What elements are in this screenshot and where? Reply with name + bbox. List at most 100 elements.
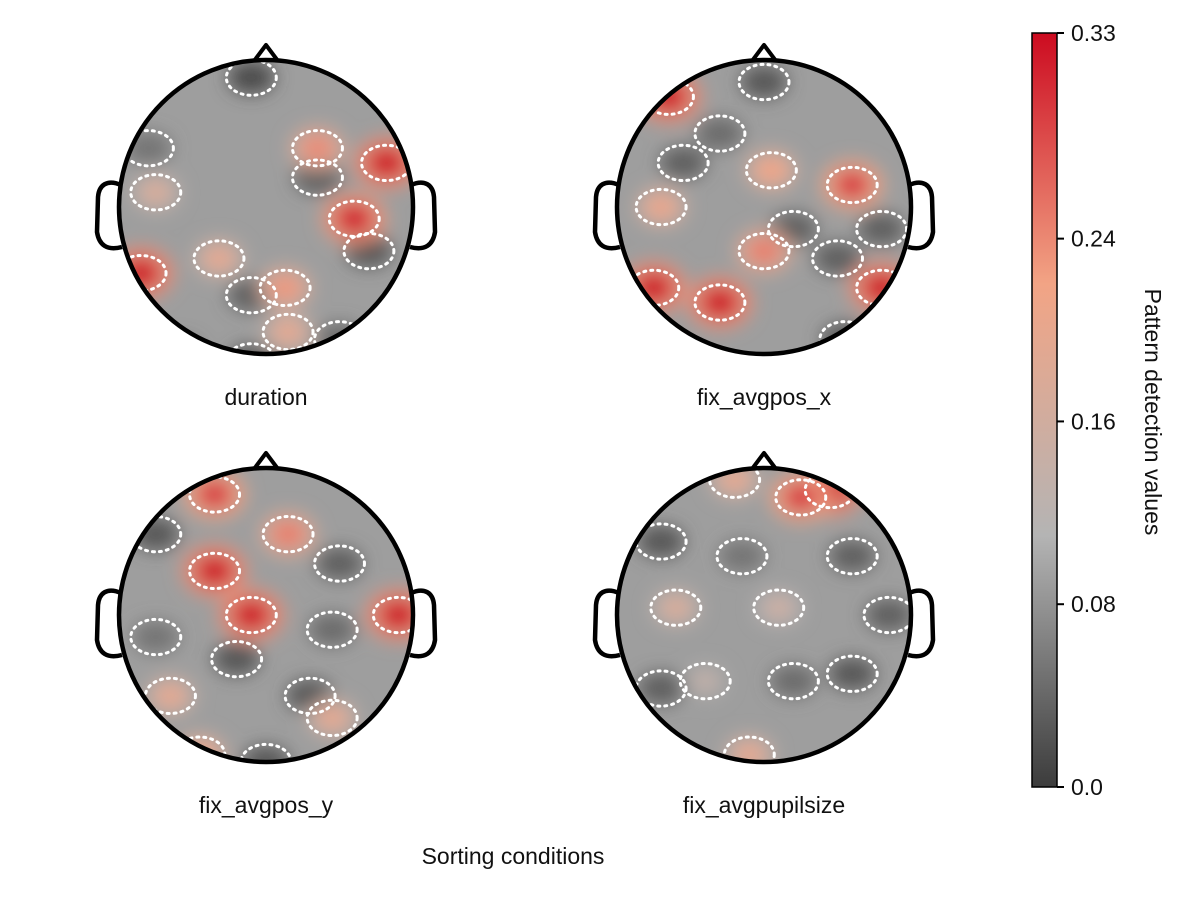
- low-region: [858, 212, 906, 246]
- low-region: [308, 613, 356, 646]
- low-region: [213, 642, 261, 676]
- significance-contour: [737, 231, 791, 271]
- significance-contour: [656, 143, 710, 183]
- left-ear-outline: [592, 588, 621, 659]
- significance-contour: [634, 669, 688, 708]
- colorbar-tick-label: 0.08: [1071, 591, 1116, 617]
- head-outline: [614, 57, 914, 357]
- significance-contour: [693, 283, 747, 322]
- low-region: [740, 65, 788, 99]
- hotspot-core: [368, 148, 406, 178]
- significance-contour: [224, 595, 278, 635]
- significance-contour: [224, 60, 278, 97]
- significance-contour: [224, 276, 278, 315]
- significance-contour: [862, 595, 911, 635]
- low-region: [242, 745, 290, 762]
- low-region: [637, 525, 685, 558]
- hotspot-core: [301, 135, 334, 161]
- significance-contour: [855, 209, 909, 249]
- significance-contour: [305, 610, 359, 649]
- significance-contour: [313, 544, 366, 583]
- significance-contour: [258, 268, 312, 307]
- low-region: [132, 517, 180, 551]
- low-region: [813, 242, 862, 275]
- significance-contour: [261, 312, 315, 352]
- topoplot-background: [119, 60, 413, 354]
- hotspot-core: [317, 706, 347, 730]
- right-ear-outline: [907, 588, 936, 659]
- significance-contour: [290, 129, 344, 168]
- left-ear-outline: [94, 588, 123, 659]
- significance-contour: [825, 537, 879, 576]
- hotspot-core: [272, 521, 305, 547]
- significance-contour: [649, 588, 703, 627]
- significance-contour: [811, 239, 864, 278]
- head-outline: [116, 57, 416, 357]
- hotspot-core: [196, 480, 233, 509]
- colorbar-label: Pattern detection values: [1140, 289, 1166, 536]
- panel-label: fix_avgpos_y: [199, 792, 334, 818]
- low-region: [315, 547, 364, 580]
- low-region: [132, 620, 180, 654]
- hotspot-core: [204, 247, 234, 270]
- significance-contour: [305, 698, 359, 738]
- significance-contour: [766, 662, 820, 701]
- significance-contour: [192, 239, 246, 278]
- hotspot-core: [765, 597, 792, 619]
- hotspot-core: [747, 238, 781, 264]
- topoplot-panels: duration fix_avgpos_x fix_avgpos_y fix_avgp…: [94, 43, 936, 818]
- panel-label: duration: [224, 384, 307, 410]
- colorbar-tick-label: 0.0: [1071, 774, 1103, 800]
- significance-contour: [342, 231, 396, 271]
- significance-contour: [261, 515, 315, 554]
- significance-contour: [693, 114, 747, 153]
- topoplot-fix-avgpos-y: fix_avgpos_y: [94, 451, 438, 818]
- significance-contour: [825, 165, 879, 205]
- significance-contour: [188, 551, 242, 591]
- significance-contour: [210, 639, 264, 679]
- low-region: [227, 61, 275, 94]
- low-region: [154, 337, 202, 354]
- low-region: [659, 146, 707, 180]
- low-region: [293, 161, 341, 194]
- low-region: [637, 672, 685, 705]
- hotspot-core: [141, 181, 170, 204]
- significance-contour: [737, 62, 791, 102]
- low-region: [769, 664, 817, 698]
- head-outline: [116, 465, 416, 765]
- significance-contour: [634, 522, 688, 561]
- hotspot-core: [646, 195, 676, 219]
- left-ear-outline: [94, 180, 123, 251]
- hotspot-core: [379, 600, 413, 630]
- significance-contour: [752, 588, 806, 627]
- low-region: [828, 540, 876, 573]
- significance-contour: [121, 129, 175, 168]
- significance-contour: [744, 151, 798, 190]
- head-outline: [614, 465, 914, 765]
- topoplot-fix-avgpupilsize: fix_avgpupilsize: [592, 451, 936, 818]
- low-region: [696, 117, 744, 150]
- hotspot-core: [661, 596, 690, 619]
- right-ear-outline: [907, 180, 936, 251]
- nose-outline: [750, 451, 778, 471]
- significance-contour: [129, 173, 183, 212]
- significance-contour: [224, 342, 278, 354]
- hotspot-core: [783, 483, 819, 512]
- nose-outline: [750, 43, 778, 63]
- hotspot-core: [232, 600, 270, 630]
- colorbar-gradient: [1031, 32, 1058, 788]
- significance-contour: [634, 187, 688, 227]
- significance-contour: [283, 676, 337, 715]
- panel-label: fix_avgpupilsize: [683, 792, 845, 818]
- colorbar-tick-label: 0.24: [1071, 226, 1116, 252]
- significance-contour: [143, 676, 197, 715]
- right-ear-outline: [409, 180, 438, 251]
- significance-contour: [715, 537, 769, 576]
- x-axis-label: Sorting conditions: [422, 843, 605, 869]
- hotspot-core: [155, 684, 185, 708]
- topoplot-background: [617, 60, 911, 354]
- low-region: [865, 598, 911, 632]
- left-ear-outline: [592, 180, 621, 251]
- colorbar: 0.0 0.08 0.16 0.24 0.33 Pattern detection val…: [1031, 20, 1166, 800]
